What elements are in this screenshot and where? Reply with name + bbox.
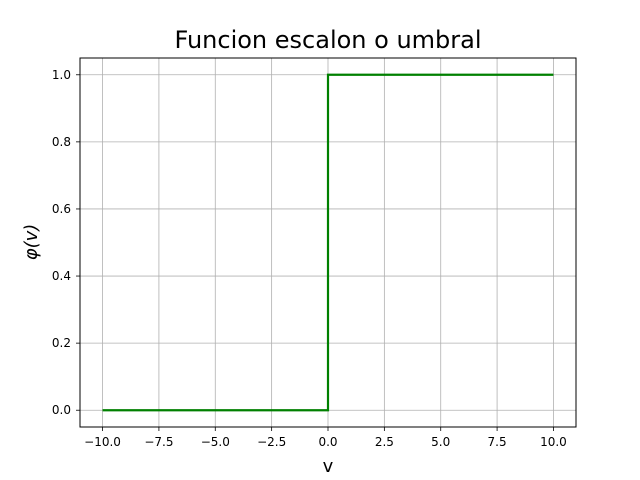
- x-tick-label: 5.0: [431, 435, 450, 449]
- x-tick-label: 2.5: [375, 435, 394, 449]
- y-axis: 0.0 0.2 0.4 0.6 0.8 1.0: [52, 68, 80, 417]
- x-axis-label: v: [323, 456, 334, 477]
- chart-title: Funcion escalon o umbral: [174, 26, 481, 54]
- step-series-line: [102, 73, 554, 412]
- y-tick-label: 0.2: [52, 336, 71, 350]
- x-tick-label: 0.0: [318, 435, 337, 449]
- x-tick-label: 7.5: [488, 435, 507, 449]
- x-axis: −10.0 −7.5 −5.0 −2.5 0.0 2.5 5.0 7.5 10.0: [84, 427, 567, 449]
- x-tick-label: 10.0: [540, 435, 567, 449]
- x-tick-label: −7.5: [144, 435, 173, 449]
- y-tick-label: 0.8: [52, 135, 71, 149]
- x-tick-label: −5.0: [201, 435, 230, 449]
- x-tick-label: −10.0: [84, 435, 121, 449]
- y-tick-label: 0.6: [52, 202, 71, 216]
- y-axis-label: φ(v): [21, 224, 42, 261]
- y-tick-label: 0.4: [52, 269, 71, 283]
- y-tick-label: 1.0: [52, 68, 71, 82]
- y-tick-label: 0.0: [52, 403, 71, 417]
- series-layer: [102, 73, 554, 412]
- x-tick-label: −2.5: [257, 435, 286, 449]
